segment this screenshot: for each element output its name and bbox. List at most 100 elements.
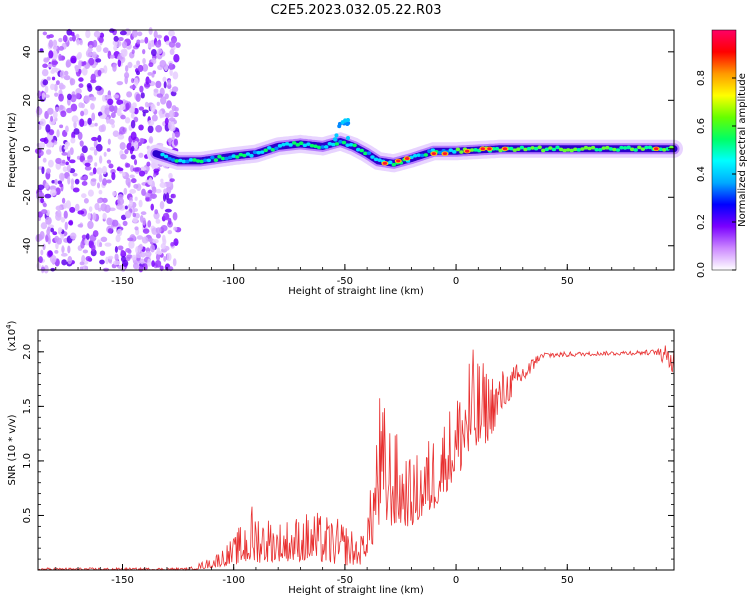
- ridge-hotspot: [431, 152, 437, 156]
- y-tick-label: 2.0: [22, 344, 33, 360]
- x-tick-label: 50: [561, 276, 574, 287]
- noise-speckle: [133, 208, 139, 212]
- noise-speckle: [39, 231, 45, 240]
- noise-speckle: [89, 96, 97, 101]
- noise-speckle: [74, 178, 80, 185]
- noise-speckle: [170, 121, 175, 130]
- ridge-blob: [249, 153, 254, 158]
- noise-speckle: [134, 196, 138, 201]
- noise-speckle: [57, 180, 63, 185]
- noise-speckle: [125, 256, 131, 261]
- ridge-blob: [416, 153, 421, 157]
- noise-speckle: [48, 129, 55, 136]
- noise-speckle: [130, 131, 137, 141]
- noise-speckle: [106, 116, 110, 124]
- noise-speckle: [87, 212, 91, 220]
- noise-speckle: [124, 205, 128, 210]
- noise-speckle: [70, 31, 75, 36]
- noise-speckle: [152, 238, 159, 244]
- spectrogram-y-label: Frequency (Hz): [7, 112, 18, 188]
- noise-speckle: [144, 250, 152, 258]
- noise-speckle: [42, 243, 46, 251]
- noise-speckle: [168, 110, 175, 118]
- noise-speckle: [109, 28, 115, 33]
- noise-speckle: [159, 60, 167, 68]
- ridge-blob: [601, 146, 606, 150]
- noise-speckle: [155, 40, 162, 48]
- noise-speckle: [40, 222, 48, 230]
- noise-speckle: [71, 115, 79, 123]
- noise-speckle: [98, 37, 104, 43]
- ridge-blob: [597, 147, 603, 152]
- noise-speckle: [54, 178, 58, 185]
- noise-speckle: [130, 112, 135, 119]
- noise-speckle: [75, 33, 80, 39]
- noise-speckle: [127, 61, 133, 69]
- noise-speckle: [132, 217, 138, 223]
- noise-speckle: [174, 131, 180, 138]
- noise-speckle: [99, 115, 107, 119]
- noise-speckle: [147, 220, 152, 228]
- noise-speckle: [81, 265, 88, 271]
- noise-speckle: [160, 96, 167, 105]
- noise-speckle: [155, 253, 161, 261]
- noise-speckle: [80, 240, 85, 249]
- noise-speckle: [120, 114, 126, 120]
- noise-speckle: [52, 231, 58, 236]
- noise-speckle: [87, 117, 92, 125]
- noise-speckle: [53, 83, 58, 92]
- ridge-blob: [178, 158, 183, 163]
- noise-speckle: [136, 235, 144, 240]
- snr-panel: -150 -100 -50 0 50 0.5 1.0 1.5 2.0 Height of st…: [5, 320, 675, 596]
- ridge-blob: [188, 158, 194, 162]
- noise-speckle: [155, 233, 161, 239]
- noise-speckle: [57, 227, 63, 233]
- x-tick-label: -50: [337, 276, 353, 287]
- noise-speckle: [164, 93, 169, 100]
- ridge-hotspot: [487, 147, 492, 151]
- noise-speckle: [76, 53, 82, 60]
- noise-speckle: [140, 92, 145, 99]
- spectrogram-x-ticks: -150 -100 -50 0 50: [55, 264, 657, 287]
- noise-speckle: [84, 165, 92, 171]
- noise-speckle: [148, 136, 154, 144]
- x-tick-label: -100: [222, 575, 245, 586]
- ridge-blob: [548, 146, 553, 150]
- noise-speckle: [142, 217, 147, 226]
- noise-speckle: [173, 54, 180, 63]
- ridge-hotspot: [442, 152, 448, 156]
- noise-speckle: [36, 262, 41, 270]
- noise-speckle: [47, 226, 51, 231]
- noise-speckle: [58, 82, 64, 90]
- ridge-blob: [587, 146, 592, 151]
- noise-speckle: [56, 129, 60, 138]
- noise-speckle: [130, 154, 136, 160]
- noise-speckle: [155, 124, 163, 133]
- noise-speckle: [63, 210, 68, 219]
- ridge-blob: [316, 145, 322, 150]
- noise-speckle: [113, 94, 120, 99]
- noise-speckle: [78, 77, 84, 82]
- noise-speckle: [78, 102, 84, 108]
- ridge-blob: [537, 145, 542, 150]
- noise-speckle: [102, 197, 108, 203]
- noise-speckle: [94, 203, 100, 211]
- noise-speckle: [175, 42, 181, 48]
- noise-speckle: [41, 166, 45, 175]
- noise-speckle: [72, 34, 76, 42]
- noise-speckle: [44, 193, 52, 199]
- noise-speckle: [39, 137, 47, 143]
- noise-speckle: [106, 159, 112, 164]
- noise-speckle: [104, 107, 110, 116]
- noise-speckle: [116, 203, 123, 210]
- snr-series-line: [37, 345, 675, 572]
- noise-speckle: [153, 88, 159, 93]
- noise-speckle: [73, 128, 80, 135]
- ridge-blob: [324, 145, 329, 149]
- noise-speckle: [63, 202, 68, 209]
- ridge-blob: [473, 148, 478, 152]
- ridge-blob: [541, 148, 546, 153]
- ridge-blob: [619, 145, 624, 150]
- noise-speckle: [79, 266, 84, 271]
- noise-speckle: [59, 70, 65, 79]
